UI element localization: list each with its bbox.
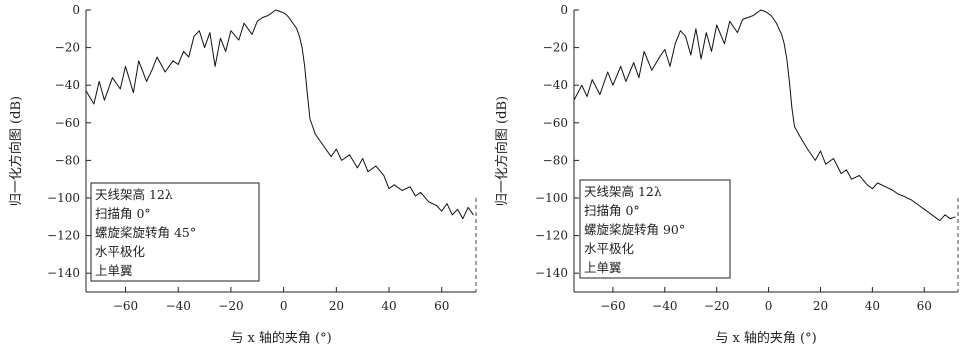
x-tick-label: 40 xyxy=(865,299,880,313)
x-tick-label: 0 xyxy=(765,299,773,313)
x-tick-label: 40 xyxy=(381,299,396,313)
y-tick-label: −140 xyxy=(535,266,568,280)
legend-entry: 水平极化 xyxy=(584,241,635,256)
x-tick-label: 0 xyxy=(280,299,288,313)
x-tick-label: −20 xyxy=(218,299,243,313)
x-tick-label: −60 xyxy=(113,299,138,313)
x-axis-title: 与 x 轴的夹角 (°) xyxy=(715,330,816,346)
legend-entry: 扫描角 0° xyxy=(95,206,151,221)
legend-entry: 螺旋桨旋转角 90° xyxy=(584,222,685,237)
legend-entry: 天线架高 12λ xyxy=(95,187,173,202)
legend-entry: 上单翼 xyxy=(584,260,622,275)
y-tick-label: −100 xyxy=(47,191,80,205)
legend-entry: 上单翼 xyxy=(95,263,133,278)
y-tick-label: 0 xyxy=(560,3,568,17)
legend-entry: 螺旋桨旋转角 45° xyxy=(95,225,196,240)
x-tick-label: −40 xyxy=(166,299,191,313)
y-tick-label: −60 xyxy=(543,116,568,130)
chart-panel-right: 0 −20 −40 −60 −80 −100 −120 −140 −60 −40 −20 0 20 40 6… xyxy=(486,0,971,356)
y-tick-label: −40 xyxy=(543,78,568,92)
y-tick-label: −140 xyxy=(47,266,80,280)
x-tick-label: −20 xyxy=(704,299,729,313)
x-axis-title: 与 x 轴的夹角 (°) xyxy=(230,330,331,346)
x-tick-label: 60 xyxy=(434,299,449,313)
legend-entry: 扫描角 0° xyxy=(584,203,640,218)
radiation-pattern-chart-right: 0 −20 −40 −60 −80 −100 −120 −140 −60 −40 −20 0 20 40 6… xyxy=(486,0,971,356)
legend-entry: 水平极化 xyxy=(95,244,146,259)
y-tick-label: −120 xyxy=(535,229,568,243)
y-tick-label: −20 xyxy=(543,41,568,55)
y-tick-label: −40 xyxy=(55,78,80,92)
y-tick-label: −80 xyxy=(55,153,80,167)
y-tick-label: −120 xyxy=(47,229,80,243)
y-tick-label: −60 xyxy=(55,116,80,130)
y-tick-label: −80 xyxy=(543,153,568,167)
x-tick-label: 20 xyxy=(329,299,344,313)
legend-entry: 天线架高 12λ xyxy=(584,184,662,199)
y-axis-title: 归一化方向图 (dB) xyxy=(494,96,510,206)
y-tick-label: −100 xyxy=(535,191,568,205)
radiation-pattern-chart-left: 0 −20 −40 −60 −80 −100 −120 −140 −60 −40 −20 0 20 40 6… xyxy=(0,0,486,356)
y-axis-title: 归一化方向图 (dB) xyxy=(8,96,24,206)
x-tick-label: 20 xyxy=(813,299,828,313)
chart-panel-left: 0 −20 −40 −60 −80 −100 −120 −140 −60 −40 −20 0 20 40 6… xyxy=(0,0,486,356)
y-tick-label: −20 xyxy=(55,41,80,55)
x-tick-label: −40 xyxy=(652,299,677,313)
y-tick-label: 0 xyxy=(72,3,80,17)
x-tick-label: 60 xyxy=(917,299,932,313)
x-tick-label: −60 xyxy=(600,299,625,313)
